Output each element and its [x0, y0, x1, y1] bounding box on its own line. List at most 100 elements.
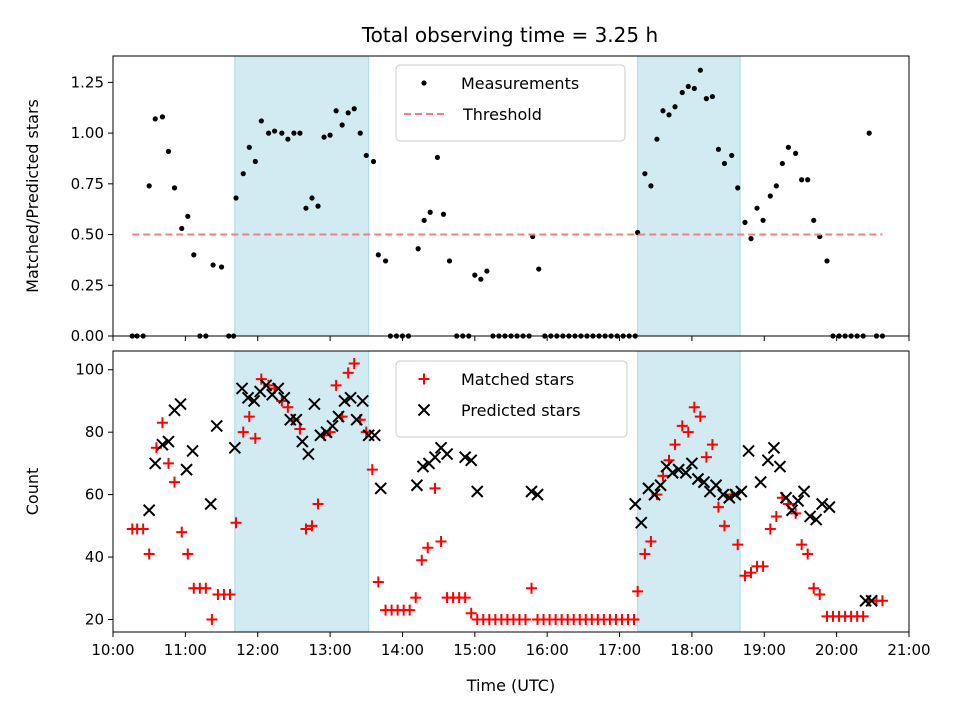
- measurement-point: [315, 203, 321, 209]
- y-tick-label: 0.25: [71, 276, 104, 294]
- predicted-star-point: [691, 472, 705, 486]
- x-tick-label: 11:00: [164, 641, 207, 659]
- measurement-point: [375, 252, 381, 258]
- x-tick-label: 10:00: [91, 641, 134, 659]
- matched-star-point: [526, 582, 538, 594]
- matched-star-point: [249, 432, 261, 444]
- measurement-point: [811, 217, 817, 223]
- measurement-point: [339, 122, 345, 128]
- x-tick-label: 20:00: [815, 641, 858, 659]
- measurement-point: [327, 132, 333, 138]
- measurement-point: [309, 195, 315, 201]
- measurement-point: [754, 205, 760, 211]
- measurement-point: [303, 205, 309, 211]
- measurement-point: [159, 114, 166, 120]
- measurement-point: [240, 171, 246, 177]
- measurement-point: [434, 154, 441, 161]
- predicted-star-point: [259, 379, 273, 392]
- observing-span: [234, 55, 370, 337]
- predicted-star-point: [815, 497, 829, 511]
- predicted-star-point: [629, 497, 642, 511]
- predicted-star-point: [654, 479, 667, 492]
- measurement-point: [715, 146, 722, 152]
- predicted-star-point: [247, 394, 261, 408]
- measurement-point: [258, 118, 264, 124]
- axes-frame-bottom: [112, 350, 910, 633]
- legend-top: Measurements Threshold: [395, 64, 626, 142]
- measurement-point: [333, 108, 339, 114]
- predicted-star-point: [754, 475, 767, 489]
- observing-span: [234, 350, 370, 633]
- y-tick-label: 1.25: [71, 73, 104, 91]
- legend-bottom: Matched stars Predicted stars: [395, 360, 628, 438]
- matched-star-point: [876, 595, 888, 607]
- predicted-star-point: [791, 494, 805, 508]
- matched-star-point: [404, 604, 416, 616]
- legend-label: Matched stars: [461, 370, 574, 389]
- y-axis-label-bottom: Count: [23, 468, 42, 516]
- predicted-star-point: [156, 438, 169, 451]
- measurement-point: [703, 96, 709, 102]
- predicted-star-point: [697, 475, 711, 489]
- matched-star-point: [243, 411, 255, 423]
- predicted-star-point: [174, 397, 187, 411]
- measurement-point: [252, 158, 258, 165]
- predicted-star-point: [210, 419, 223, 433]
- measurement-point: [427, 209, 433, 215]
- predicted-star-point: [797, 485, 811, 498]
- measurement-point: [345, 110, 351, 116]
- matched-star-point: [156, 417, 168, 429]
- predicted-star-point: [416, 460, 430, 473]
- predicted-star-point: [142, 504, 156, 517]
- matched-star-point: [422, 542, 434, 554]
- predicted-star-point: [332, 410, 345, 423]
- predicted-star-point: [458, 450, 472, 464]
- matched-star-point: [808, 582, 820, 594]
- matched-star-point: [676, 420, 688, 432]
- predicted-star-point: [865, 594, 878, 607]
- matched-star-point: [312, 498, 324, 510]
- observing-spans-top: [234, 55, 741, 337]
- measurement-point: [472, 272, 478, 278]
- measurement-point: [767, 193, 773, 199]
- measurement-point: [799, 177, 805, 183]
- matched-star-point: [230, 517, 242, 529]
- measurement-point: [679, 89, 685, 96]
- measurement-point: [866, 130, 872, 136]
- predicted-star-point: [302, 447, 315, 461]
- measurement-point: [648, 183, 654, 189]
- predicted-star-point: [679, 466, 693, 479]
- matched-star-point: [694, 411, 706, 423]
- predicted-star-point: [368, 429, 381, 442]
- measurement-point: [785, 144, 791, 150]
- predicted-star-point: [326, 419, 339, 433]
- measurement-point: [773, 183, 779, 189]
- y-tick-label: 40: [85, 548, 104, 566]
- measurement-point: [729, 152, 735, 159]
- matched-star-point: [416, 554, 428, 566]
- x-ticks-bottom: 10:00 11:00 12:00 13:00 14:00 15:00 16:00 17:00…: [91, 632, 931, 659]
- predicted-star-point: [428, 450, 442, 464]
- x-tick-label: 12:00: [236, 641, 279, 659]
- predicted-star-point: [531, 488, 544, 501]
- x-tick-label: 16:00: [526, 641, 569, 659]
- matched-star-point: [176, 526, 188, 538]
- series-predicted-stars: [142, 379, 878, 607]
- x-tick-label: 19:00: [743, 641, 786, 659]
- x-tick-label: 15:00: [453, 641, 496, 659]
- predicted-star-point: [779, 491, 793, 504]
- y-ticks-top: 0.00 0.25 0.50 0.75 1.00 1.25: [71, 73, 113, 345]
- y-tick-label: 100: [75, 361, 104, 379]
- matched-star-point: [718, 520, 730, 532]
- matched-star-point: [745, 567, 757, 579]
- y-tick-label: 20: [85, 611, 104, 629]
- measurement-point: [735, 185, 741, 191]
- predicted-star-point: [162, 435, 175, 448]
- legend-label: Predicted stars: [461, 401, 581, 420]
- predicted-star-point: [272, 382, 285, 395]
- measurement-point: [246, 144, 252, 150]
- matched-star-point: [306, 520, 318, 532]
- matched-star-point: [628, 614, 640, 626]
- predicted-star-point: [186, 444, 199, 458]
- measurement-point: [672, 104, 678, 110]
